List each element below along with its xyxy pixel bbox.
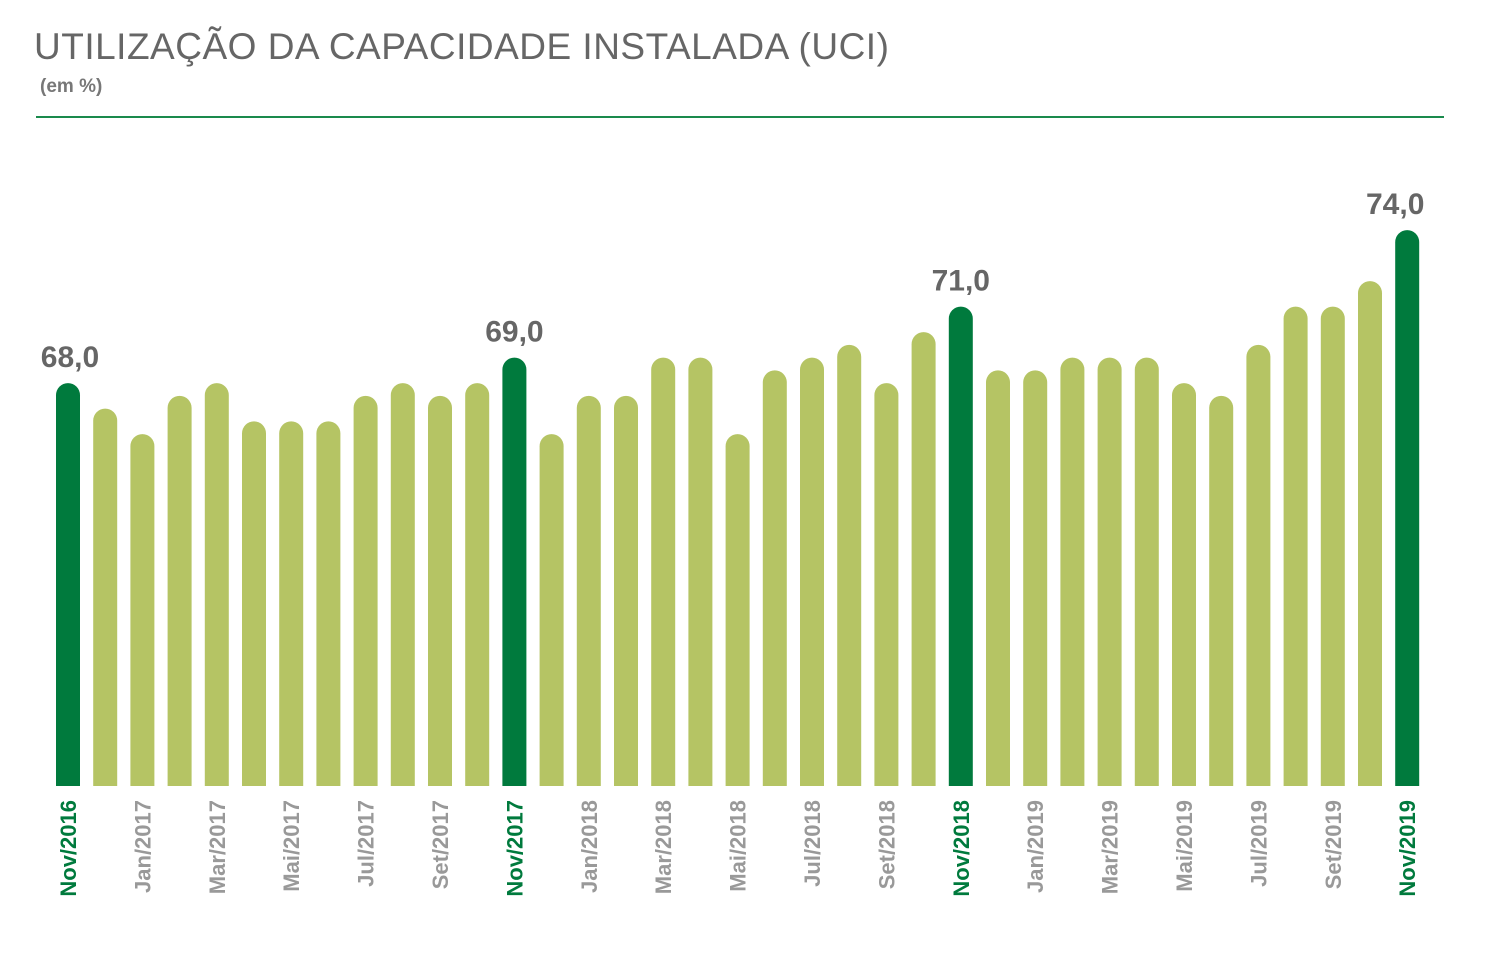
bar-nov-2016 bbox=[56, 383, 80, 786]
bar-mar-2017 bbox=[204, 383, 229, 786]
bar-ago-2019 bbox=[1283, 306, 1308, 786]
bar-jan-2017 bbox=[130, 434, 155, 786]
bar-jan-2018 bbox=[576, 395, 601, 786]
x-tick-label: Jul/2018 bbox=[800, 800, 825, 887]
x-tick-label: Nov/2018 bbox=[949, 800, 974, 897]
bar-abr-2018 bbox=[688, 357, 713, 786]
bar-fev-2019 bbox=[1060, 357, 1085, 786]
x-tick-label: Jan/2018 bbox=[577, 800, 602, 893]
bar-jan-2019 bbox=[1023, 370, 1048, 786]
bar-mar-2018 bbox=[651, 357, 676, 786]
bar-fev-2017 bbox=[167, 395, 192, 786]
x-tick-label: Mai/2017 bbox=[279, 800, 304, 892]
bar-out-2019 bbox=[1358, 281, 1382, 786]
x-tick-label: Set/2017 bbox=[428, 800, 453, 889]
bar-fev-2018 bbox=[614, 395, 638, 786]
x-tick-label: Mar/2018 bbox=[651, 800, 676, 894]
data-label: 68,0 bbox=[41, 341, 99, 374]
x-tick-label: Jan/2017 bbox=[130, 800, 155, 893]
x-tick-label: Set/2019 bbox=[1321, 800, 1346, 889]
bar-set-2019 bbox=[1320, 306, 1345, 786]
bar-mai-2018 bbox=[725, 434, 750, 786]
x-tick-label: Set/2018 bbox=[874, 800, 899, 889]
bar-jun-2018 bbox=[762, 370, 787, 786]
bar-abr-2017 bbox=[242, 421, 266, 786]
bar-mai-2019 bbox=[1172, 383, 1196, 786]
bar-abr-2019 bbox=[1134, 357, 1159, 786]
chart-subtitle: (em %) bbox=[40, 76, 103, 97]
bar-jul-2019 bbox=[1246, 344, 1271, 786]
data-label: 71,0 bbox=[932, 265, 990, 298]
bar-out-2017 bbox=[465, 383, 490, 786]
bar-mar-2019 bbox=[1097, 357, 1122, 786]
bar-dez-2018 bbox=[986, 370, 1010, 786]
x-tick-label: Mar/2019 bbox=[1098, 800, 1123, 894]
bar-dez-2016 bbox=[93, 408, 118, 786]
bar-jul-2017 bbox=[353, 395, 378, 786]
x-tick-label: Mai/2018 bbox=[726, 800, 751, 892]
x-tick-label: Nov/2016 bbox=[56, 800, 81, 897]
bar-nov-2019 bbox=[1395, 230, 1420, 787]
x-tick-label: Jul/2019 bbox=[1246, 800, 1271, 887]
title-divider bbox=[36, 116, 1444, 118]
data-label: 74,0 bbox=[1366, 188, 1424, 221]
bar-set-2017 bbox=[428, 395, 452, 786]
x-tick-label: Jan/2019 bbox=[1023, 800, 1048, 893]
data-label: 69,0 bbox=[485, 316, 543, 349]
bar-nov-2017 bbox=[502, 357, 527, 786]
chart-title: UTILIZAÇÃO DA CAPACIDADE INSTALADA (UCI) bbox=[34, 26, 890, 67]
bar-jul-2018 bbox=[800, 357, 824, 786]
x-tick-label: Mai/2019 bbox=[1172, 800, 1197, 892]
bar-mai-2017 bbox=[279, 421, 304, 786]
bar-jun-2019 bbox=[1209, 395, 1234, 786]
bar-jun-2017 bbox=[316, 421, 341, 786]
bar-ago-2017 bbox=[390, 383, 415, 786]
bar-set-2018 bbox=[874, 383, 899, 786]
bar-nov-2018 bbox=[948, 306, 973, 786]
bar-out-2018 bbox=[911, 332, 936, 786]
x-tick-label: Nov/2017 bbox=[502, 800, 527, 897]
x-tick-label: Jul/2017 bbox=[354, 800, 379, 887]
x-tick-label: Mar/2017 bbox=[205, 800, 230, 894]
bar-ago-2018 bbox=[837, 344, 862, 786]
x-tick-label: Nov/2019 bbox=[1395, 800, 1420, 897]
bar-dez-2017 bbox=[539, 434, 564, 786]
